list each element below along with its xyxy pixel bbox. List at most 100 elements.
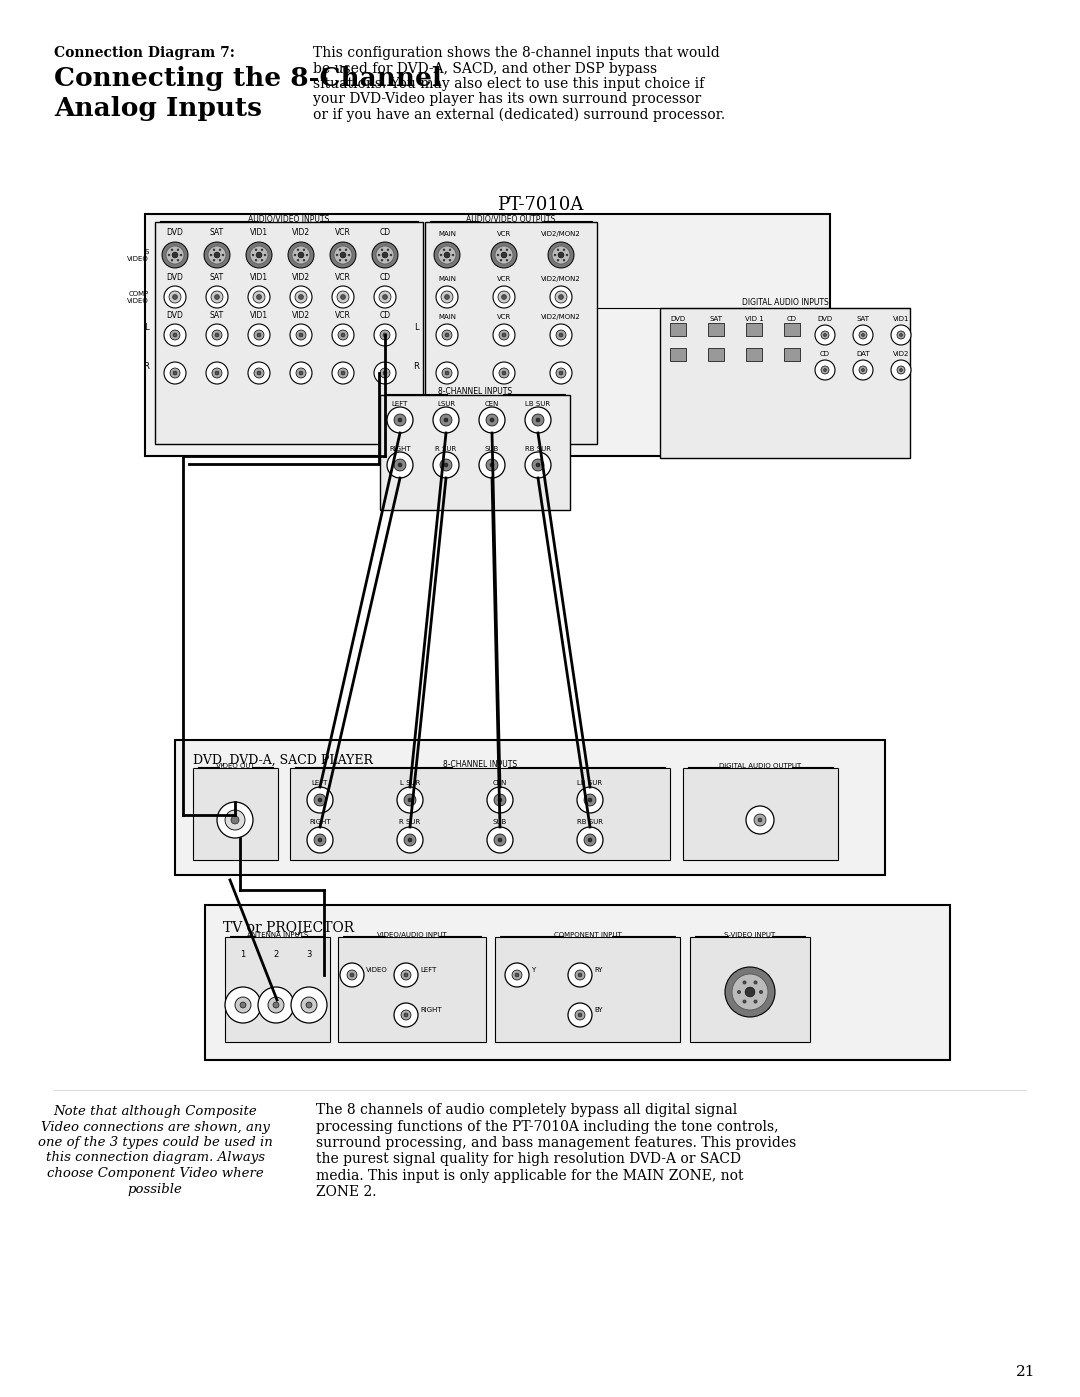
Circle shape bbox=[399, 418, 402, 422]
Text: your DVD-Video player has its own surround processor: your DVD-Video player has its own surrou… bbox=[313, 92, 701, 106]
Circle shape bbox=[494, 793, 507, 806]
Circle shape bbox=[566, 254, 568, 256]
Text: MAIN: MAIN bbox=[438, 314, 456, 320]
Text: PT-7010A: PT-7010A bbox=[497, 196, 583, 214]
Circle shape bbox=[172, 251, 178, 258]
Circle shape bbox=[552, 246, 570, 264]
Circle shape bbox=[492, 324, 515, 346]
Text: R SUR: R SUR bbox=[435, 446, 457, 453]
Circle shape bbox=[578, 972, 582, 977]
Circle shape bbox=[374, 286, 396, 307]
Circle shape bbox=[336, 254, 338, 256]
Circle shape bbox=[383, 332, 387, 337]
Circle shape bbox=[568, 1003, 592, 1027]
Circle shape bbox=[340, 963, 364, 988]
Text: VID2/MON2: VID2/MON2 bbox=[541, 314, 581, 320]
Text: LB SUR: LB SUR bbox=[578, 780, 603, 787]
Circle shape bbox=[408, 798, 411, 802]
Circle shape bbox=[258, 988, 294, 1023]
Circle shape bbox=[168, 291, 181, 303]
Text: The 8 channels of audio completely bypass all digital signal: The 8 channels of audio completely bypas… bbox=[316, 1104, 738, 1118]
Circle shape bbox=[219, 249, 221, 251]
Circle shape bbox=[859, 366, 867, 374]
Circle shape bbox=[338, 367, 348, 379]
Circle shape bbox=[494, 834, 507, 847]
Text: VCR: VCR bbox=[335, 272, 351, 282]
Circle shape bbox=[253, 291, 265, 303]
Circle shape bbox=[404, 1013, 408, 1017]
Circle shape bbox=[555, 291, 567, 303]
Circle shape bbox=[301, 997, 318, 1013]
Bar bbox=[683, 768, 838, 861]
Text: the purest signal quality for high resolution DVD-A or SACD: the purest signal quality for high resol… bbox=[316, 1153, 741, 1166]
Circle shape bbox=[498, 798, 502, 802]
Circle shape bbox=[536, 462, 540, 467]
Text: R: R bbox=[414, 362, 419, 372]
Text: 8-CHANNEL INPUTS: 8-CHANNEL INPUTS bbox=[437, 387, 512, 395]
Circle shape bbox=[291, 286, 312, 307]
Circle shape bbox=[556, 367, 566, 379]
Text: MAIN: MAIN bbox=[438, 277, 456, 282]
Circle shape bbox=[449, 249, 451, 251]
Text: DIGITAL AUDIO OUTPUT: DIGITAL AUDIO OUTPUT bbox=[719, 763, 801, 768]
Circle shape bbox=[255, 249, 257, 251]
Circle shape bbox=[442, 330, 453, 339]
Circle shape bbox=[206, 324, 228, 346]
Circle shape bbox=[390, 254, 392, 256]
Circle shape bbox=[314, 834, 326, 847]
Circle shape bbox=[897, 366, 905, 374]
Circle shape bbox=[821, 366, 829, 374]
Circle shape bbox=[440, 414, 453, 426]
Circle shape bbox=[754, 814, 766, 826]
Text: or if you have an external (dedicated) surround processor.: or if you have an external (dedicated) s… bbox=[313, 108, 725, 123]
Circle shape bbox=[487, 827, 513, 854]
Circle shape bbox=[434, 242, 460, 268]
Circle shape bbox=[318, 798, 322, 802]
Circle shape bbox=[563, 249, 565, 251]
Circle shape bbox=[563, 258, 565, 261]
Text: 21: 21 bbox=[1016, 1365, 1036, 1379]
Text: VCR: VCR bbox=[497, 314, 511, 320]
Circle shape bbox=[558, 251, 564, 258]
Circle shape bbox=[341, 372, 345, 374]
Circle shape bbox=[296, 330, 306, 339]
Circle shape bbox=[498, 291, 510, 303]
Circle shape bbox=[211, 291, 222, 303]
Text: 2: 2 bbox=[273, 950, 279, 958]
Circle shape bbox=[897, 331, 905, 339]
Text: RIGHT: RIGHT bbox=[420, 1007, 442, 1013]
Circle shape bbox=[399, 462, 402, 467]
Text: LB SUR: LB SUR bbox=[526, 401, 551, 407]
Circle shape bbox=[394, 963, 418, 988]
Circle shape bbox=[248, 286, 270, 307]
Circle shape bbox=[248, 362, 270, 384]
Text: LSUR: LSUR bbox=[437, 401, 455, 407]
Circle shape bbox=[436, 324, 458, 346]
Text: MAIN: MAIN bbox=[438, 231, 456, 237]
Circle shape bbox=[374, 362, 396, 384]
Text: VID 1: VID 1 bbox=[744, 316, 764, 321]
Circle shape bbox=[167, 254, 171, 256]
Text: RB SUR: RB SUR bbox=[577, 819, 603, 826]
Text: one of the 3 types could be used in: one of the 3 types could be used in bbox=[38, 1136, 272, 1148]
Circle shape bbox=[295, 291, 307, 303]
Circle shape bbox=[210, 254, 212, 256]
Text: DVD: DVD bbox=[166, 272, 184, 282]
Circle shape bbox=[339, 249, 341, 251]
Circle shape bbox=[891, 326, 912, 345]
Circle shape bbox=[490, 418, 494, 422]
Circle shape bbox=[171, 249, 173, 251]
Circle shape bbox=[737, 990, 741, 995]
Circle shape bbox=[257, 332, 261, 337]
Circle shape bbox=[347, 970, 357, 981]
Circle shape bbox=[397, 827, 423, 854]
Text: RIGHT: RIGHT bbox=[309, 819, 330, 826]
Text: TV or PROJECTOR: TV or PROJECTOR bbox=[222, 921, 354, 935]
Circle shape bbox=[559, 332, 563, 337]
Circle shape bbox=[302, 258, 306, 261]
Circle shape bbox=[433, 453, 459, 478]
Text: Note that although Composite: Note that although Composite bbox=[53, 1105, 257, 1118]
Text: choose Component Video where: choose Component Video where bbox=[46, 1166, 264, 1180]
Circle shape bbox=[177, 258, 179, 261]
Circle shape bbox=[891, 360, 912, 380]
